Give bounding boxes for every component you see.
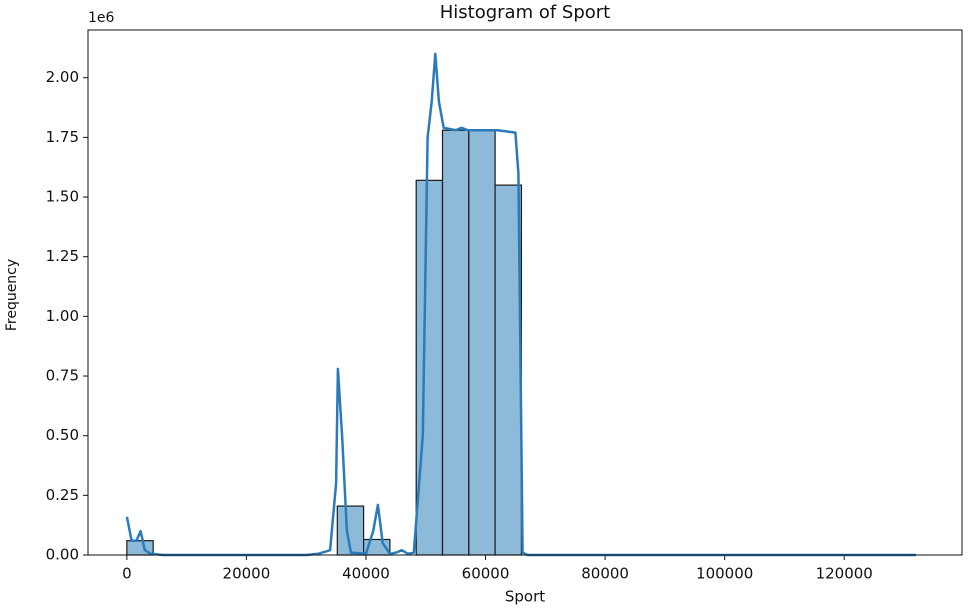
x-tick-label: 20000 — [223, 565, 271, 583]
y-tick-label: 0.50 — [46, 426, 79, 444]
bar — [415, 179, 444, 556]
offset-label: 1e6 — [88, 10, 115, 26]
x-tick-label: 120000 — [816, 565, 873, 583]
y-tick-label: 1.75 — [46, 128, 79, 146]
x-tick-label: 0 — [122, 565, 132, 583]
y-tick-label: 2.00 — [46, 68, 79, 86]
x-tick-label: 100000 — [696, 565, 753, 583]
bar — [441, 129, 470, 556]
y-tick-label: 0.00 — [46, 546, 79, 564]
y-tick-label: 1.25 — [46, 247, 79, 265]
y-tick-label: 1.50 — [46, 188, 79, 206]
bar — [494, 184, 523, 556]
y-tick-label: 0.25 — [46, 486, 79, 504]
y-tick-label: 1.00 — [46, 307, 79, 325]
x-tick-label: 40000 — [342, 565, 390, 583]
y-axis-label: Frequency — [4, 259, 20, 331]
y-tick-label: 0.75 — [46, 367, 79, 385]
x-tick-label: 60000 — [462, 565, 510, 583]
bar — [468, 129, 496, 556]
x-axis-label: Sport — [505, 588, 545, 606]
chart-title: Histogram of Sport — [440, 2, 611, 23]
x-tick-label: 80000 — [581, 565, 629, 583]
plot-frame — [87, 29, 963, 556]
